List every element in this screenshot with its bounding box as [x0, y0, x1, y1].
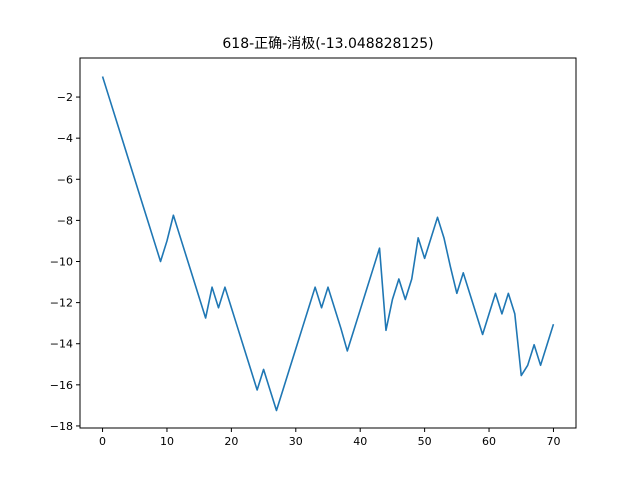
data-point — [263, 369, 264, 370]
x-tick-label: 20 — [224, 435, 238, 448]
y-tick-label: −4 — [57, 132, 73, 145]
series-line — [101, 76, 555, 412]
data-point — [141, 199, 142, 200]
series-layer — [101, 76, 555, 412]
chart-title: 618-正确-消极(-13.048828125) — [222, 36, 433, 52]
data-point — [373, 268, 374, 269]
data-point — [553, 324, 554, 325]
data-point — [347, 350, 348, 351]
y-axis: −2 −4 −6 −8 −10 −12 −14 −16 −18 — [50, 91, 80, 433]
x-tick-label: 0 — [99, 435, 106, 448]
y-tick-label: −2 — [57, 91, 73, 104]
data-point — [392, 299, 393, 300]
data-point — [270, 389, 271, 390]
data-point — [102, 76, 103, 77]
data-point — [237, 328, 238, 329]
data-point — [257, 389, 258, 390]
data-point — [366, 289, 367, 290]
data-point — [424, 258, 425, 259]
data-point — [115, 117, 116, 118]
data-point — [340, 328, 341, 329]
data-point — [108, 97, 109, 98]
data-point — [534, 344, 535, 345]
y-tick-label: −18 — [50, 420, 73, 433]
data-point — [224, 287, 225, 288]
data-point — [328, 287, 329, 288]
data-point — [398, 278, 399, 279]
data-point — [244, 348, 245, 349]
data-point — [431, 237, 432, 238]
data-point — [121, 138, 122, 139]
data-point — [308, 307, 309, 308]
data-point — [173, 215, 174, 216]
x-tick-label: 70 — [546, 435, 560, 448]
y-tick-label: −12 — [50, 297, 73, 310]
data-point — [250, 369, 251, 370]
data-point — [501, 313, 502, 314]
data-point — [437, 217, 438, 218]
data-point — [199, 297, 200, 298]
x-tick-label: 10 — [160, 435, 174, 448]
data-point — [360, 309, 361, 310]
y-tick-label: −16 — [50, 379, 73, 392]
data-point — [514, 313, 515, 314]
data-point — [302, 328, 303, 329]
data-point — [547, 344, 548, 345]
data-point — [443, 237, 444, 238]
data-point — [405, 299, 406, 300]
data-point — [450, 266, 451, 267]
data-point — [134, 179, 135, 180]
data-point — [315, 287, 316, 288]
data-point — [411, 278, 412, 279]
y-tick-label: −6 — [57, 173, 73, 186]
data-point — [379, 248, 380, 249]
x-tick-label: 40 — [353, 435, 367, 448]
x-axis: 0 10 20 30 40 50 60 70 — [99, 428, 560, 448]
data-point — [321, 307, 322, 308]
data-point — [495, 293, 496, 294]
data-point — [179, 235, 180, 236]
data-point — [276, 410, 277, 411]
data-point — [527, 365, 528, 366]
data-point — [218, 307, 219, 308]
data-point — [154, 240, 155, 241]
data-point — [540, 365, 541, 366]
data-point — [482, 334, 483, 335]
data-point — [489, 313, 490, 314]
y-tick-label: −8 — [57, 214, 73, 227]
data-point — [212, 287, 213, 288]
data-point — [205, 318, 206, 319]
data-point — [166, 240, 167, 241]
data-point — [334, 307, 335, 308]
data-point — [160, 261, 161, 262]
x-tick-label: 60 — [482, 435, 496, 448]
data-point — [147, 220, 148, 221]
data-point — [476, 313, 477, 314]
data-point — [128, 158, 129, 159]
data-point — [186, 256, 187, 257]
data-point — [192, 276, 193, 277]
data-point — [521, 375, 522, 376]
data-point — [231, 307, 232, 308]
data-point — [282, 389, 283, 390]
data-point — [385, 330, 386, 331]
y-tick-label: −14 — [50, 338, 73, 351]
data-point — [508, 293, 509, 294]
data-point — [289, 369, 290, 370]
data-point — [463, 272, 464, 273]
y-tick-label: −10 — [50, 256, 73, 269]
data-point — [353, 330, 354, 331]
data-point — [295, 348, 296, 349]
plot-area-frame — [79, 57, 577, 429]
x-tick-label: 30 — [289, 435, 303, 448]
data-point — [418, 237, 419, 238]
data-point — [456, 293, 457, 294]
x-tick-label: 50 — [418, 435, 432, 448]
data-point — [469, 293, 470, 294]
